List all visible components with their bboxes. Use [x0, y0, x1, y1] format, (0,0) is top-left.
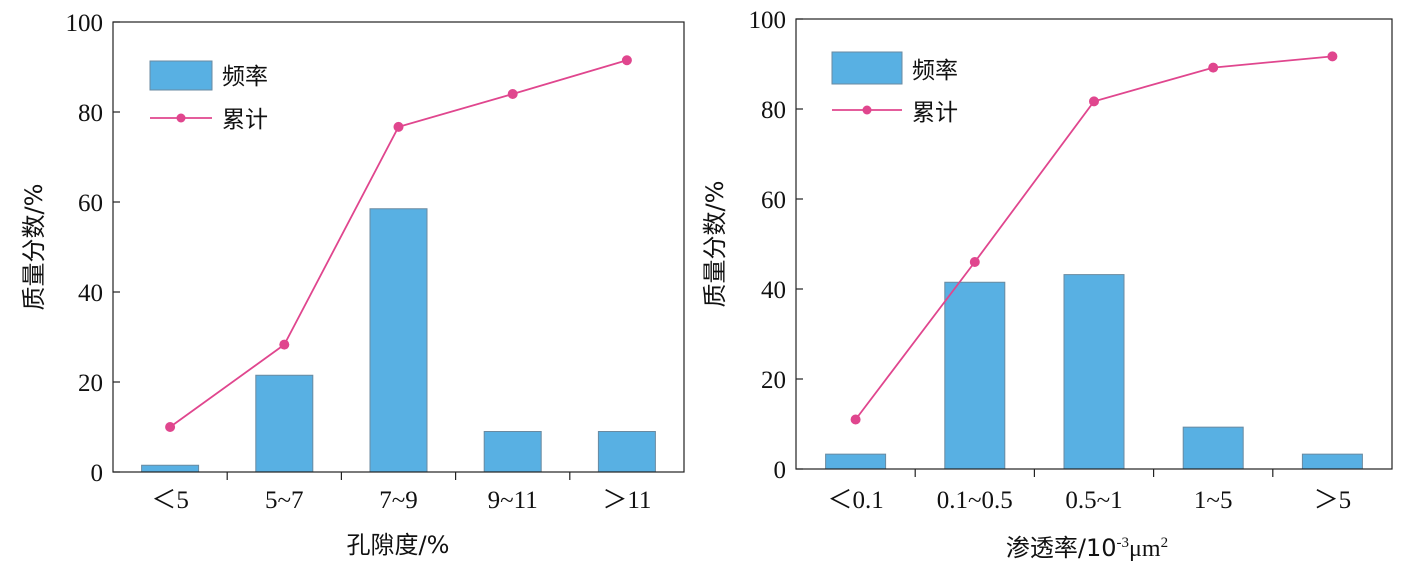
- legend-line-marker: [862, 105, 872, 115]
- y-tick-label: 40: [78, 280, 103, 307]
- y-axis-label: 质量分数/%: [20, 184, 48, 311]
- y-tick-label: 20: [78, 370, 103, 397]
- y-tick-label: 80: [761, 97, 786, 124]
- x-axis-label: 渗透率/10-3μm2: [1006, 534, 1168, 562]
- cumulative-point: [1089, 96, 1099, 107]
- cumulative-point: [621, 55, 632, 66]
- x-tick-label: ＞5: [1314, 487, 1352, 514]
- bar: [1063, 274, 1125, 470]
- chart-permeability-marks: 0 20 40 60 80 100 ＜0.1 0.1~0.5 0.5~1 1~5 ＞5: [749, 7, 1363, 514]
- bar: [944, 281, 1006, 470]
- bar: [483, 431, 542, 473]
- bar: [141, 464, 200, 473]
- y-tick-label: 40: [761, 277, 786, 304]
- legend-bar-swatch: [831, 51, 903, 85]
- y-tick-label: 60: [78, 190, 103, 217]
- chart-porosity-marks: 0 20 40 60 80 100 ＜5 5~7 7~9 9~11 ＞11: [66, 10, 656, 514]
- x-tick-label: 0.1~0.5: [937, 487, 1013, 514]
- legend-bar-label: 频率: [912, 58, 958, 84]
- cumulative-point: [279, 339, 290, 350]
- x-tick-label: 0.5~1: [1065, 487, 1122, 514]
- y-tick-label: 100: [749, 7, 787, 34]
- bar: [1301, 453, 1363, 470]
- x-tick-label: ＞11: [602, 487, 651, 514]
- y-tick-label: 0: [774, 457, 787, 484]
- bar: [597, 431, 656, 473]
- x-axis-label-main: 渗透率/10: [1006, 534, 1117, 562]
- y-tick-label: 20: [761, 367, 786, 394]
- legend-line-label: 累计: [222, 107, 268, 133]
- legend-line-label: 累计: [912, 100, 958, 126]
- x-axis-label-unit: μm: [1129, 536, 1161, 562]
- legend: 频率 累计: [149, 60, 268, 133]
- bar: [255, 374, 314, 473]
- legend: 频率 累计: [831, 51, 958, 126]
- plot-frame: [112, 21, 685, 473]
- cumulative-point: [1208, 62, 1219, 73]
- cumulative-point: [1327, 51, 1338, 62]
- bar: [825, 453, 887, 470]
- x-tick-label: 5~7: [265, 487, 304, 514]
- cumulative-point: [507, 89, 518, 99]
- cumulative-point: [393, 121, 404, 132]
- y-tick-label: 80: [78, 100, 103, 127]
- cumulative-point: [165, 422, 176, 432]
- x-axis-label: 孔隙度/%: [347, 531, 450, 559]
- bar: [1182, 426, 1244, 470]
- x-axis-label-exponent: -3: [1117, 535, 1130, 551]
- x-tick-label: 9~11: [488, 487, 538, 514]
- cumulative-point: [969, 257, 980, 267]
- legend-line-marker: [176, 113, 186, 123]
- plot-frame: [795, 18, 1393, 470]
- legend-bar-label: 频率: [222, 64, 268, 90]
- y-tick-label: 0: [91, 460, 104, 487]
- y-tick-label: 60: [761, 187, 786, 214]
- cumulative-point: [850, 414, 861, 425]
- legend-bar-swatch: [149, 60, 213, 91]
- x-tick-label: 7~9: [379, 487, 418, 514]
- x-tick-label: ＜0.1: [827, 487, 883, 514]
- x-axis-label-unit-exponent: 2: [1161, 535, 1169, 551]
- bar: [369, 208, 428, 473]
- y-axis-label: 质量分数/%: [701, 181, 729, 308]
- x-tick-label: ＜5: [151, 487, 189, 514]
- y-tick-label: 100: [66, 10, 104, 37]
- x-tick-label: 1~5: [1194, 487, 1233, 514]
